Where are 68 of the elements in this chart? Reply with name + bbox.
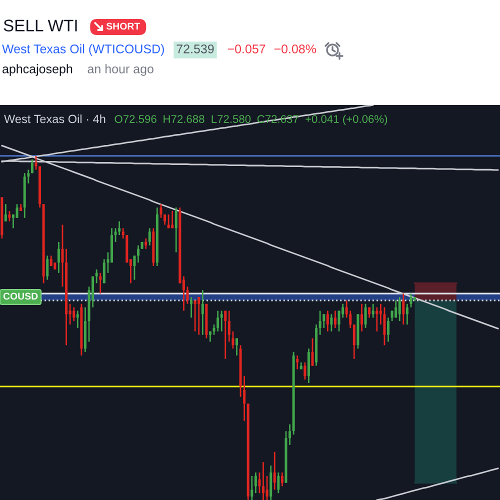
candlestick [383,306,386,346]
candlestick [262,461,265,500]
text: SHORT [106,22,140,30]
candlestick [402,292,405,326]
candlestick [167,214,170,229]
candlestick [304,362,306,380]
candlestick [387,316,390,342]
candlestick [334,310,336,329]
candlestick [406,303,408,326]
text: +0.041 (+0.06%) [306,114,388,126]
text: −0.08% [274,44,316,54]
candlestick [137,244,140,264]
candlestick [190,296,193,318]
candlestick [102,258,106,284]
candlestick [352,324,356,360]
candlestick [296,354,299,370]
candlestick [330,314,333,332]
candlestick [99,272,102,294]
candlestick [266,475,268,500]
candlestick [57,241,60,274]
candlestick [394,300,398,318]
chart-subtitle: West Texas Oil (WTICOUSD) [2,44,164,56]
band-label: COUSD [3,292,38,300]
candlestick [76,310,79,329]
candlestick [228,310,230,342]
candlestick [160,203,162,219]
candlestick [220,310,223,332]
candlestick [198,296,200,336]
candlestick [398,296,401,322]
text: 72.539 [176,44,214,54]
candlestick [174,206,178,253]
text: aphcajoseph [2,64,72,76]
candlestick [30,158,34,174]
candlestick [201,289,204,336]
candlestick [326,310,329,332]
candlestick [280,472,284,487]
text: O72.596 [114,115,156,123]
text: L72.580 [212,115,251,123]
candlestick [216,310,220,332]
candlestick [4,203,7,222]
candlestick [277,472,280,494]
chart-title: SELL WTI [4,20,77,32]
candlestick [410,292,412,308]
candlestick [360,303,363,332]
candlestick [118,220,121,236]
text: −0.057 [228,44,266,54]
candlestick [133,255,136,280]
candlestick [72,306,76,322]
text: H72.688 [164,115,204,123]
candlestick [8,210,11,222]
candlestick [235,338,238,356]
text: West Texas Oil · 4h [4,114,106,124]
candlestick [144,238,148,250]
candlestick [364,303,367,329]
text: an hour ago [88,64,154,76]
candlestick [46,255,49,280]
candlestick [273,451,276,490]
candlestick [258,472,261,494]
candlestick [95,268,98,284]
candlestick [250,475,254,500]
candlestick [171,210,174,229]
candlestick [194,300,196,332]
candlestick [16,203,18,219]
candlestick [318,310,322,336]
candlestick [254,472,257,494]
candlestick [148,227,151,246]
candlestick [288,424,292,446]
candlestick [224,310,227,360]
